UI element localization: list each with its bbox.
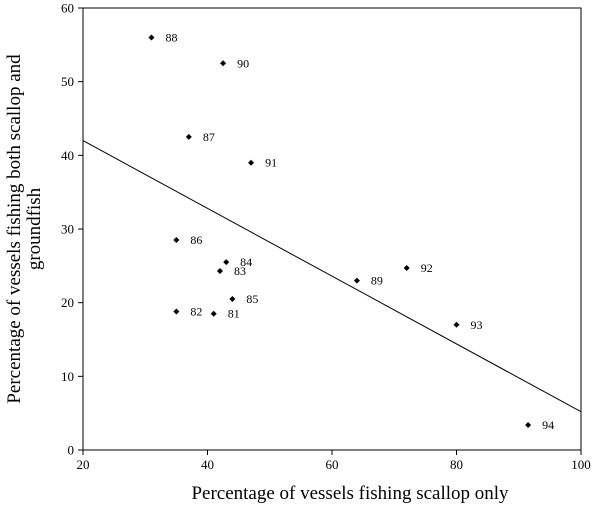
data-point	[525, 421, 532, 428]
point-label: 94	[542, 418, 554, 432]
y-axis-title: Percentage of vessels fishing both scall…	[4, 54, 45, 404]
data-point	[229, 295, 236, 302]
y-axis-title-line-2: groundfish	[24, 187, 45, 270]
point-label: 81	[228, 307, 240, 321]
data-point	[403, 265, 410, 272]
point-label: 91	[265, 156, 277, 170]
point-label: 85	[246, 292, 258, 306]
point-label: 92	[421, 261, 433, 275]
y-tick-label: 20	[61, 295, 74, 310]
y-axis-title-line-1: Percentage of vessels fishing both scall…	[4, 54, 25, 404]
point-label: 89	[371, 274, 383, 288]
data-point	[216, 267, 223, 274]
point-label: 90	[237, 56, 249, 70]
x-axis-ticks: 20 40 60 80 100	[77, 450, 591, 472]
data-point	[453, 321, 460, 328]
y-tick-label: 40	[61, 148, 74, 163]
x-tick-label: 100	[571, 457, 591, 472]
data-point	[185, 133, 192, 140]
x-tick-label: 60	[326, 457, 339, 472]
y-tick-label: 60	[61, 1, 74, 16]
x-tick-label: 20	[77, 457, 90, 472]
y-axis-ticks: 0 10 20 30 40 50 60	[61, 1, 83, 458]
data-point	[353, 277, 360, 284]
data-point	[148, 34, 155, 41]
trend-line	[82, 140, 582, 413]
point-label: 84	[240, 255, 252, 269]
x-axis-title: Percentage of vessels fishing scallop on…	[191, 483, 509, 504]
y-tick-label: 0	[68, 443, 75, 458]
data-point	[173, 237, 180, 244]
data-point	[223, 259, 230, 266]
point-label: 88	[165, 30, 177, 44]
point-label: 87	[203, 130, 215, 144]
point-label: 83	[234, 264, 246, 278]
point-label: 82	[190, 305, 202, 319]
y-tick-label: 50	[61, 74, 74, 89]
data-point	[248, 159, 255, 166]
data-point	[173, 308, 180, 315]
plot-frame	[82, 7, 582, 451]
point-label: 93	[471, 318, 483, 332]
x-tick-label: 80	[450, 457, 463, 472]
x-tick-label: 40	[201, 457, 214, 472]
y-tick-label: 30	[61, 222, 74, 237]
point-label: 86	[190, 233, 202, 247]
data-point	[220, 60, 227, 67]
y-tick-label: 10	[61, 369, 74, 384]
data-point	[210, 310, 217, 317]
